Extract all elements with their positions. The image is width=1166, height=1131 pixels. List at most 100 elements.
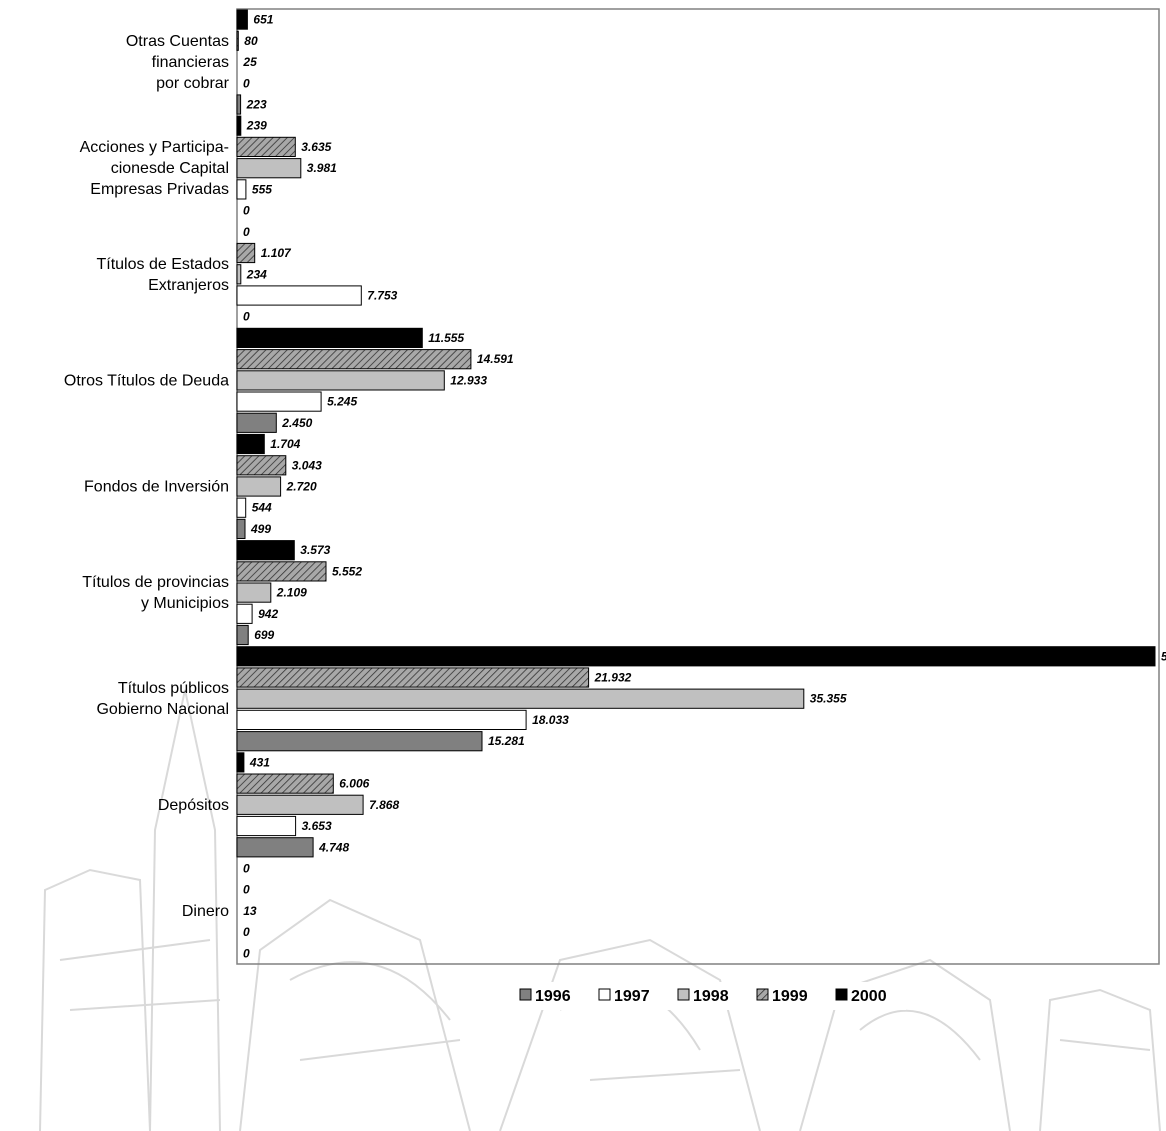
value-label-2000-cat-4: 1.704 — [270, 437, 300, 451]
value-label-1997-cat-8: 0 — [243, 925, 250, 939]
value-label-1996-cat-2: 0 — [243, 310, 250, 324]
category-label-1-line-0: Acciones y Participa- — [80, 139, 229, 156]
bar-1996-cat-3 — [236, 412, 277, 433]
value-label-1999-cat-2: 1.107 — [261, 246, 292, 260]
value-label-1998-cat-3: 12.933 — [450, 373, 487, 387]
value-label-2000-cat-0: 651 — [253, 13, 273, 27]
value-label-1999-cat-1: 3.635 — [301, 140, 331, 154]
category-label-0-line-1: financieras — [152, 54, 229, 71]
value-label-1997-cat-0: 0 — [243, 76, 250, 90]
value-label-1996-cat-7: 4.748 — [318, 840, 349, 854]
category-label-4-line-0: Fondos de Inversión — [84, 479, 229, 496]
value-label-1996-cat-4: 499 — [250, 522, 271, 536]
bar-2000-cat-0 — [236, 9, 248, 30]
value-label-1996-cat-1: 0 — [243, 204, 250, 218]
bar-1999-cat-4 — [236, 455, 287, 476]
legend-label-1998: 1998 — [693, 988, 729, 1005]
value-label-1997-cat-6: 18.033 — [532, 713, 569, 727]
bar-1999-cat-6 — [236, 667, 590, 688]
bar-2000-cat-3 — [236, 327, 423, 348]
value-label-1999-cat-6: 21.932 — [594, 671, 632, 685]
value-label-1997-cat-5: 942 — [258, 607, 278, 621]
legend-label-1997: 1997 — [614, 988, 650, 1005]
bar-1998-cat-5 — [236, 582, 272, 603]
bar-1998-cat-3 — [236, 370, 445, 391]
value-labels-layer: 651802502232393.6353.981555001.1072347.7… — [242, 13, 1166, 961]
value-label-1999-cat-3: 14.591 — [477, 352, 514, 366]
bar-2000-cat-4 — [236, 433, 265, 455]
category-label-3-line-0: Otros Títulos de Deuda — [64, 372, 229, 389]
value-label-1999-cat-7: 6.006 — [339, 777, 369, 791]
value-label-1999-cat-5: 5.552 — [332, 564, 362, 578]
value-label-2000-cat-7: 431 — [249, 755, 270, 769]
bar-1997-cat-4 — [236, 497, 247, 518]
bar-1997-cat-2 — [236, 285, 362, 306]
legend-swatch-1996 — [519, 988, 532, 1001]
value-label-1998-cat-2: 234 — [246, 267, 267, 281]
value-label-1997-cat-2: 7.753 — [367, 289, 397, 303]
category-label-5-line-1: y Municipios — [141, 595, 229, 612]
value-label-1996-cat-8: 0 — [243, 946, 250, 960]
bar-2000-cat-1 — [236, 115, 242, 136]
legend: 1996 1997 1998 1999 2000 — [514, 982, 906, 1010]
bar-1996-cat-6 — [236, 731, 483, 752]
value-label-1996-cat-5: 699 — [254, 628, 274, 642]
value-label-2000-cat-5: 3.573 — [300, 543, 330, 557]
bar-1998-cat-6 — [236, 688, 805, 709]
category-label-7-line-0: Depósitos — [158, 797, 229, 814]
bar-1999-cat-5 — [236, 561, 327, 582]
bar-1998-cat-4 — [236, 476, 282, 497]
value-label-2000-cat-1: 239 — [246, 119, 267, 133]
legend-label-2000: 2000 — [851, 988, 887, 1005]
value-label-1998-cat-0: 25 — [242, 55, 257, 69]
bar-2000-cat-6 — [236, 646, 1156, 667]
bar-1997-cat-5 — [236, 603, 253, 624]
value-label-2000-cat-8: 0 — [243, 862, 250, 876]
category-label-6-line-1: Gobierno Nacional — [96, 701, 229, 718]
bar-1999-cat-3 — [236, 349, 472, 370]
bar-1998-cat-2 — [236, 264, 242, 285]
value-label-1998-cat-8: 13 — [243, 904, 257, 918]
background-sketch-illustration — [39, 689, 1161, 1131]
bar-1997-cat-7 — [236, 815, 297, 837]
value-label-1998-cat-4: 2.720 — [286, 480, 317, 494]
value-label-1996-cat-3: 2.450 — [281, 416, 312, 430]
value-label-1999-cat-4: 3.043 — [292, 458, 322, 472]
value-label-1998-cat-5: 2.109 — [276, 586, 307, 600]
bar-1998-cat-7 — [236, 794, 364, 815]
bars-layer — [236, 9, 1156, 858]
value-label-1999-cat-8: 0 — [243, 883, 250, 897]
value-label-1996-cat-0: 223 — [246, 98, 267, 112]
value-label-2000-cat-3: 11.555 — [428, 331, 464, 345]
category-label-0-line-2: por cobrar — [156, 75, 230, 92]
value-label-1997-cat-4: 544 — [252, 501, 272, 515]
category-label-1-line-1: cionesde Capital — [111, 160, 229, 177]
legend-swatch-2000 — [835, 988, 848, 1001]
bar-1996-cat-7 — [236, 837, 314, 858]
category-label-0-line-0: Otras Cuentas — [126, 33, 229, 50]
category-label-2-line-1: Extranjeros — [148, 277, 229, 294]
category-label-8-line-0: Dinero — [182, 903, 229, 920]
category-label-2-line-0: Títulos de Estados — [96, 256, 229, 273]
plot-area-frame — [236, 8, 1160, 965]
category-label-6-line-0: Títulos públicos — [118, 680, 229, 697]
value-label-1998-cat-7: 7.868 — [369, 798, 399, 812]
legend-swatch-1997 — [598, 988, 611, 1001]
value-label-1997-cat-3: 5.245 — [327, 395, 357, 409]
legend-swatch-1999 — [756, 988, 769, 1001]
value-label-1998-cat-6: 35.355 — [810, 692, 847, 706]
bar-1996-cat-0 — [236, 94, 242, 115]
bar-2000-cat-5 — [236, 540, 295, 561]
category-label-5-line-0: Títulos de provincias — [82, 574, 229, 591]
category-labels-layer: Otras Cuentas financieras por cobrar Accion… — [64, 33, 230, 920]
bar-1996-cat-5 — [236, 624, 249, 646]
bar-1999-cat-2 — [236, 242, 256, 264]
category-label-1-line-2: Empresas Privadas — [90, 181, 229, 198]
legend-swatch-1998 — [677, 988, 690, 1001]
value-label-1997-cat-1: 555 — [252, 182, 272, 196]
bar-1999-cat-7 — [236, 773, 334, 794]
legend-label-1999: 1999 — [772, 988, 808, 1005]
value-label-1998-cat-1: 3.981 — [307, 161, 337, 175]
